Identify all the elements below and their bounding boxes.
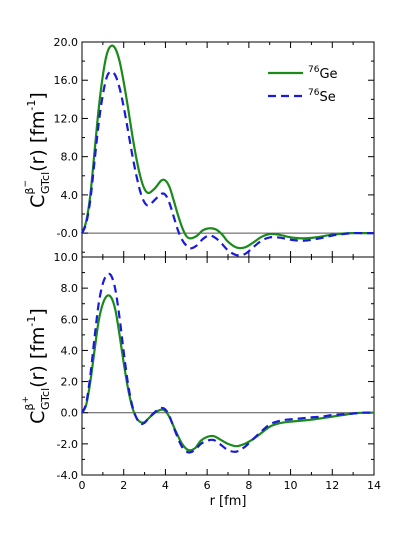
top-yticks: -0.0 4.0 8.0 12.0 16.0 20.0 — [54, 36, 374, 253]
xtick-label: 6 — [204, 479, 211, 492]
bottom-panel: -4.0-2.00.02.04.06.08.010.0 0 2 4 6 8 10 12 14 … — [21, 251, 381, 509]
legend-text-ge: Ge — [319, 67, 337, 82]
top-ylabel-c: C — [27, 195, 49, 208]
bottom-ylabel-close: ] — [27, 308, 49, 315]
legend-sup-ge: 76 — [308, 65, 320, 75]
bot-series-line-ge — [81, 294, 375, 452]
legend-label-ge: 76Ge — [308, 65, 338, 82]
bottom-ylabel-text: Cβ+ GTcl(r) [fm-1] — [21, 308, 52, 424]
top-panel: -0.04.08.012.016.020.0 76Ge 76Se Cβ− GTcl… — [21, 36, 375, 258]
xtick-label: 8 — [245, 479, 252, 492]
top-series — [80, 44, 374, 257]
top-ylabel-sup: β — [23, 188, 36, 195]
xtick-label: 0 — [79, 479, 86, 492]
top-ylabel-supmark: − — [21, 180, 31, 188]
bot-series-line-se — [80, 272, 375, 454]
bottom-ylabel-rest: (r) [fm — [27, 327, 49, 388]
bot-ytick-label: 0.0 — [61, 407, 79, 420]
bottom-yticks: -4.0 -2.0 0.0 2.0 4.0 6.0 8.0 10.0 — [54, 251, 374, 482]
top-ytick-label: 4.0 — [61, 189, 79, 202]
bottom-ylabel-sup: β — [23, 404, 36, 411]
legend-label-se: 76Se — [308, 88, 336, 105]
top-ylabel-text: Cβ− GTcl(r) [fm-1] — [21, 92, 52, 208]
top-ylabel-exp: -1 — [25, 100, 38, 111]
top-ytick-label: 12.0 — [54, 112, 79, 125]
xtick-label: 4 — [162, 479, 169, 492]
legend-text-se: Se — [319, 90, 335, 105]
bottom-ylabel: Cβ+ GTcl(r) [fm-1] — [21, 308, 52, 424]
bot-ytick-label: 6.0 — [61, 313, 79, 326]
bot-ytick-label: 2.0 — [61, 376, 79, 389]
top-ytick-label: 8.0 — [61, 151, 79, 164]
x-axis-title: r [fm] — [210, 494, 247, 509]
bot-ytick-label: -2.0 — [57, 438, 78, 451]
bottom-ylabel-exp: -1 — [25, 316, 38, 327]
bot-ytick-label: 10.0 — [54, 251, 79, 264]
xtick-label: 2 — [120, 479, 127, 492]
bottom-ylabel-sub: GTcl — [39, 388, 52, 410]
top-series-line-ge — [80, 44, 374, 250]
bottom-ylabel-c: C — [27, 411, 49, 424]
bot-ytick-label: 8.0 — [61, 282, 79, 295]
top-ytick-label: 16.0 — [54, 74, 79, 87]
top-ytick-label: 20.0 — [54, 36, 79, 49]
xtick-label: 10 — [284, 479, 298, 492]
bot-ytick-label: 4.0 — [61, 344, 79, 357]
bottom-xticks: 0 2 4 6 8 10 12 14 — [79, 257, 381, 492]
bottom-ylabel-supmark: + — [21, 396, 31, 404]
xtick-label: 14 — [367, 479, 381, 492]
xtick-label: 12 — [325, 479, 339, 492]
top-xticks — [81, 42, 375, 257]
legend: 76Ge 76Se — [268, 65, 338, 105]
top-ylabel-close: ] — [27, 92, 49, 99]
top-ylabel-rest: (r) [fm — [27, 111, 49, 172]
bottom-series — [80, 272, 375, 454]
top-series-line-se — [80, 70, 374, 257]
top-ylabel-sub: GTcl — [39, 172, 52, 194]
top-ytick-label: -0.0 — [57, 227, 78, 240]
legend-sup-se: 76 — [308, 88, 320, 98]
bot-ytick-label: -4.0 — [57, 469, 78, 482]
top-ylabel: Cβ− GTcl(r) [fm-1] — [21, 92, 52, 208]
